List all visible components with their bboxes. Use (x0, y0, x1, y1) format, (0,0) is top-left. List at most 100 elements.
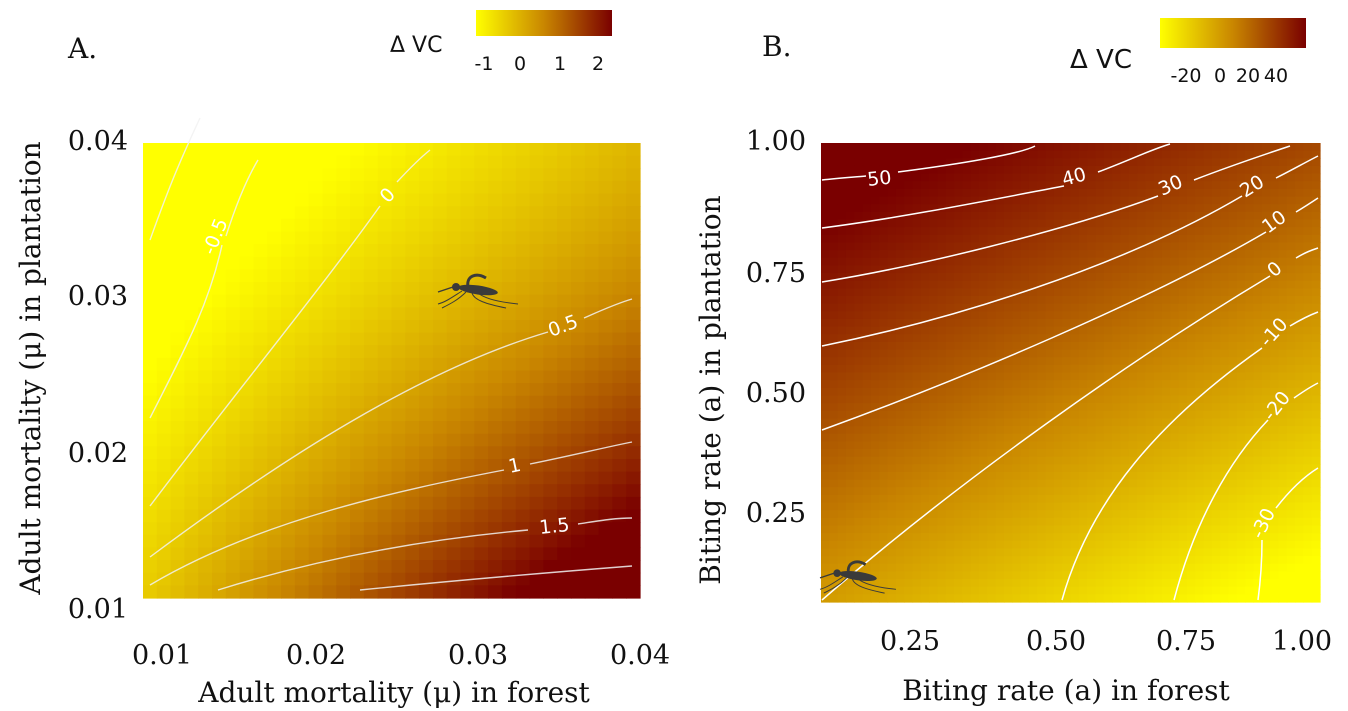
heatmap-b-cell (1303, 242, 1313, 251)
heatmap-b-cell (1120, 433, 1130, 442)
heatmap-b-cell (837, 594, 847, 603)
heatmap-b-cell (1037, 150, 1047, 159)
heatmap-a-cell (253, 218, 268, 233)
heatmap-b-cell (1028, 410, 1038, 419)
heatmap-a-cell (432, 206, 448, 220)
heatmap-b-cell (970, 464, 980, 473)
heatmap-b-cell (1236, 165, 1246, 175)
heatmap-b-cell (1062, 280, 1072, 289)
heatmap-a-cell (419, 218, 434, 233)
heatmap-b-cell (1253, 303, 1263, 312)
heatmap-b-cell (987, 318, 997, 328)
heatmap-b-cell (1178, 280, 1188, 289)
heatmap-b-cell (1153, 479, 1163, 488)
heatmap-a-cell (419, 395, 434, 410)
heatmap-b-cell (1078, 517, 1088, 527)
heatmap-b-cell (1045, 449, 1055, 458)
heatmap-b-cell (1195, 372, 1205, 381)
heatmap-a-cell (363, 345, 379, 359)
heatmap-b-cell (979, 563, 988, 572)
heatmap-b-cell (1261, 433, 1271, 442)
heatmap-b-cell (1053, 586, 1063, 595)
heatmap-b-cell (1228, 571, 1238, 580)
heatmap-b-cell (1012, 250, 1022, 259)
heatmap-b-cell (1003, 242, 1013, 251)
heatmap-b-cell (1137, 494, 1146, 504)
heatmap-a-cell (405, 269, 420, 283)
heatmap-a-cell (143, 206, 158, 220)
heatmap-a-cell (281, 484, 296, 498)
heatmap-a-cell (405, 560, 420, 574)
heatmap-b-cell (1003, 265, 1013, 274)
heatmap-b-cell (904, 579, 914, 588)
heatmap-b-cell (987, 426, 997, 435)
heatmap-b-cell (937, 586, 947, 595)
heatmap-b-cell (1095, 288, 1105, 297)
heatmap-a-cell (336, 547, 351, 561)
heatmap-b-cell (1161, 410, 1171, 419)
heatmap-b-cell (1161, 433, 1171, 442)
heatmap-a-cell (612, 269, 627, 283)
heatmap-b-cell (1261, 441, 1271, 450)
heatmap-b-cell (1062, 540, 1072, 550)
heatmap-b-cell (1211, 257, 1221, 266)
heatmap-b-cell (887, 273, 897, 282)
legend-a-title: Δ VC (390, 33, 442, 58)
heatmap-b-cell (1220, 188, 1230, 198)
heatmap-a-cell (584, 560, 600, 574)
heatmap-b-cell (1045, 594, 1055, 603)
heatmap-a-cell (460, 345, 475, 359)
heatmap-b-cell (945, 456, 955, 465)
heatmap-b-cell (1087, 586, 1097, 595)
heatmap-b-cell (1078, 211, 1088, 221)
heatmap-a-cell (239, 560, 255, 574)
heatmap-a-cell (350, 180, 365, 195)
heatmap-b-cell (970, 571, 980, 580)
heatmap-b-cell (1012, 594, 1022, 603)
contour-line (1173, 382, 1319, 601)
heatmap-b-cell (845, 533, 855, 542)
heatmap-b-cell (1062, 143, 1072, 152)
heatmap-a-cell (612, 522, 627, 536)
heatmap-b-cell (1095, 510, 1105, 519)
heatmap-b-cell (1003, 426, 1013, 435)
heatmap-b-cell (1211, 188, 1221, 198)
heatmap-b-cell (1295, 487, 1304, 496)
heatmap-b-cell (1278, 479, 1288, 488)
heatmap-b-cell (1012, 242, 1022, 251)
heatmap-b-cell (912, 487, 922, 496)
heatmap-b-cell (879, 387, 889, 397)
heatmap-b-cell (920, 556, 930, 565)
heatmap-a-cell (432, 319, 448, 334)
heatmap-a-cell (225, 282, 241, 296)
heatmap-b-cell (821, 181, 830, 190)
heatmap-b-cell (1253, 433, 1263, 442)
heatmap-b-cell (1245, 265, 1255, 274)
heatmap-a-cell (239, 168, 255, 182)
heatmap-a-cell (184, 218, 199, 233)
heatmap-b-cell (1311, 364, 1321, 374)
heatmap-b-cell (879, 326, 889, 335)
heatmap-b-cell (1245, 349, 1255, 358)
heatmap-b-cell (1170, 387, 1180, 397)
heatmap-b-cell (954, 311, 963, 320)
heatmap-b-cell (1112, 403, 1121, 412)
heatmap-b-cell (1295, 296, 1304, 305)
heatmap-b-cell (1186, 341, 1196, 351)
heatmap-b-cell (1020, 143, 1030, 152)
heatmap-a-cell (432, 244, 448, 258)
heatmap-a-cell (212, 560, 227, 574)
heatmap-b-cell (987, 563, 997, 572)
heatmap-b-cell (862, 257, 872, 266)
heatmap-b-cell (1028, 357, 1038, 366)
heatmap-b-cell (962, 242, 972, 251)
heatmap-a-cell (598, 294, 613, 308)
heatmap-b-cell (1286, 563, 1296, 572)
heatmap-b-cell (945, 357, 955, 366)
heatmap-a-cell (281, 193, 296, 207)
heatmap-b-cell (870, 311, 880, 320)
heatmap-b-cell (1062, 517, 1072, 527)
heatmap-b-cell (1095, 303, 1105, 312)
heatmap-b-cell (862, 464, 872, 473)
heatmap-b-cell (904, 173, 914, 182)
